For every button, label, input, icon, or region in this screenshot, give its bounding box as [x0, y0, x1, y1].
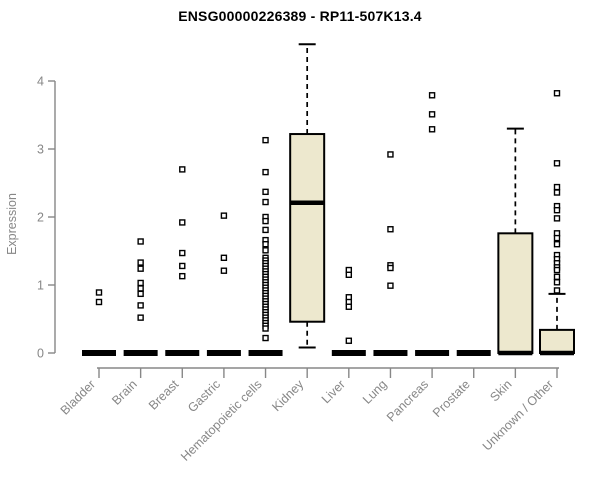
outlier-point: [428, 126, 436, 133]
box-prostate: [456, 350, 491, 356]
outlier-point: [387, 151, 394, 158]
y-tick-label: 3: [37, 143, 44, 157]
x-tick-label-brain: Brain: [109, 377, 140, 408]
collapsed-box: [82, 350, 116, 356]
outlier-point: [179, 272, 186, 280]
outlier-point: [262, 240, 269, 248]
outlier-point: [553, 160, 561, 167]
outlier-point: [387, 282, 394, 289]
outlier-point: [137, 279, 144, 287]
x-tick-label-prostate: Prostate: [430, 377, 473, 420]
outlier-point: [95, 298, 103, 306]
box-unknown-other: [539, 90, 575, 356]
outlier-point: [553, 183, 561, 191]
collapsed-box: [206, 350, 241, 356]
collapsed-box: [415, 350, 450, 356]
collapsed-box: [373, 350, 408, 356]
outlier-point: [137, 302, 144, 309]
x-tick-label-unknown-other: Unknown / Other: [480, 377, 556, 453]
outlier-point: [553, 234, 561, 242]
outlier-point: [553, 273, 561, 281]
outlier-point: [262, 136, 269, 144]
outlier-point: [137, 238, 144, 245]
x-tick-label-bladder: Bladder: [58, 377, 98, 417]
box-pancreas: [415, 92, 450, 356]
outlier-point: [220, 212, 228, 219]
outlier-point: [179, 249, 186, 257]
collapsed-box: [165, 350, 200, 356]
outlier-point: [553, 240, 561, 248]
x-tick-label-skin: Skin: [487, 377, 514, 404]
collapsed-box: [248, 350, 283, 356]
outlier-point: [428, 92, 436, 99]
outlier-point: [553, 287, 561, 294]
y-tick-label: 2: [37, 211, 44, 225]
outlier-point: [345, 303, 353, 310]
box-gastric: [206, 212, 241, 356]
box-brain: [123, 238, 158, 356]
x-tick-label-hematopoietic-cells: Hematopoietic cells: [178, 377, 265, 464]
collapsed-box: [123, 350, 158, 356]
outlier-point: [137, 285, 144, 292]
outlier-point: [137, 265, 144, 272]
outlier-point: [179, 219, 186, 226]
box-bladder: [82, 289, 116, 356]
y-tick-label: 4: [37, 75, 44, 89]
outlier-point: [262, 334, 269, 342]
box-hematopoietic-cells: [248, 136, 283, 356]
x-tick-label-pancreas: Pancreas: [384, 377, 431, 424]
outlier-point: [95, 289, 103, 296]
box-rect: [289, 133, 326, 323]
x-tick-label-kidney: Kidney: [269, 377, 306, 414]
x-tick-label-liver: Liver: [319, 377, 348, 406]
outlier-point: [220, 267, 228, 274]
outlier-point: [553, 279, 561, 286]
y-axis: 0 1 2 3 4: [37, 75, 56, 361]
outlier-point: [262, 198, 269, 206]
x-tick-label-breast: Breast: [146, 377, 182, 413]
x-tick-label-lung: Lung: [360, 377, 390, 407]
box-lung: [373, 151, 408, 356]
outlier-point: [345, 271, 353, 278]
outlier-point: [137, 290, 144, 298]
box-breast: [165, 166, 200, 356]
outlier-point: [553, 206, 561, 214]
outlier-point: [387, 264, 394, 272]
outlier-point: [262, 168, 269, 176]
outlier-point: [262, 325, 269, 332]
box-skin: [497, 127, 534, 356]
collapsed-box: [456, 350, 491, 356]
outlier-point: [553, 266, 561, 274]
outlier-point: [262, 217, 269, 225]
outlier-point: [553, 90, 561, 97]
x-tick-label-gastric: Gastric: [185, 377, 223, 415]
outlier-point: [262, 247, 269, 254]
outlier-point: [553, 215, 561, 222]
box-liver: [331, 266, 366, 356]
box-rect: [539, 328, 575, 355]
outlier-point: [262, 188, 269, 196]
outlier-point: [220, 254, 228, 262]
outlier-point: [137, 314, 144, 321]
outlier-point: [345, 337, 353, 344]
outlier-point: [137, 259, 144, 266]
outlier-point: [179, 166, 186, 173]
outlier-point: [553, 189, 561, 196]
box-kidney: [289, 43, 326, 349]
y-tick-label: 0: [37, 347, 44, 361]
y-tick-label: 1: [37, 279, 44, 293]
collapsed-box: [331, 350, 366, 356]
box-rect: [497, 232, 534, 355]
outlier-point: [262, 226, 269, 234]
outlier-point: [387, 226, 394, 233]
outlier-point: [179, 262, 186, 270]
chart-title: ENSG00000226389 - RP11-507K13.4: [178, 8, 422, 24]
outlier-point: [428, 111, 436, 118]
